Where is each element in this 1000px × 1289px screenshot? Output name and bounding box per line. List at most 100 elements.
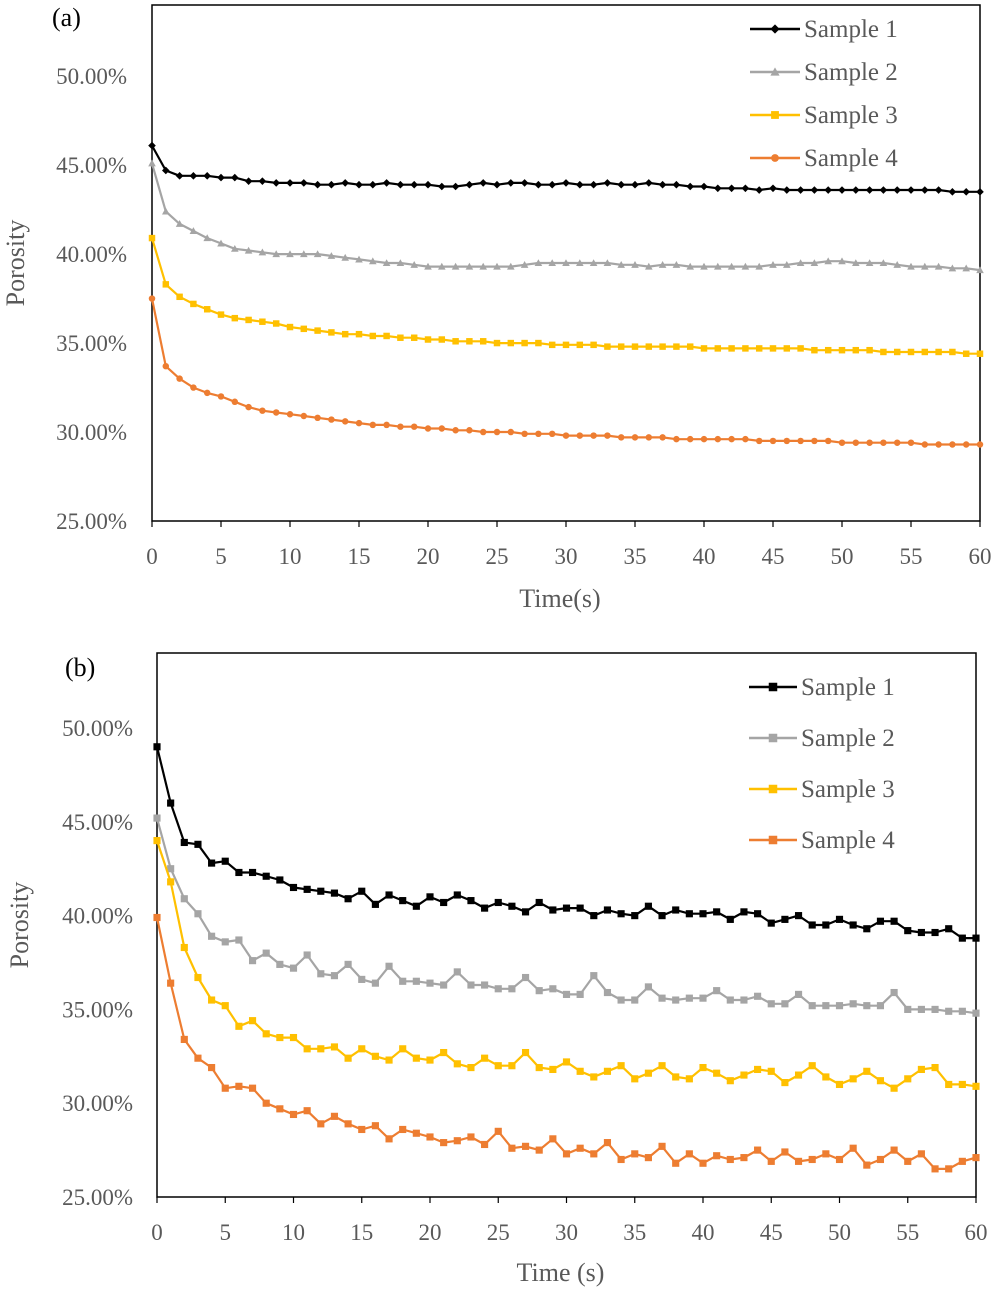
y-tick-label: 40.00% [62,904,133,929]
data-point [935,441,942,448]
data-point [728,435,735,443]
data-point [330,889,339,897]
data-point [931,1005,939,1013]
data-point [467,1063,475,1072]
data-point [740,908,748,916]
data-point [303,1045,311,1053]
data-point [849,1144,857,1152]
data-point [797,437,804,445]
data-point [272,409,280,416]
data-point [617,180,625,189]
data-point [754,910,762,918]
data-point [162,207,170,215]
data-point [603,988,612,997]
data-point [934,186,943,194]
legend-marker [771,154,779,162]
data-point [396,259,405,267]
data-point [808,1002,816,1010]
data-point [562,1058,571,1066]
data-point [535,987,543,995]
data-point [148,159,156,167]
data-point [426,893,434,901]
x-tick-label: 5 [220,1220,232,1245]
data-point [562,341,570,349]
data-point [822,1073,830,1081]
data-point [590,1150,598,1158]
data-point [549,985,557,993]
data-point [672,996,680,1004]
data-point [426,979,434,987]
data-point [382,179,391,187]
data-point [824,437,832,445]
data-point [176,293,183,301]
data-point [589,180,598,189]
data-point [341,253,349,261]
data-point [794,912,803,920]
data-point [948,188,957,196]
data-point [508,985,516,993]
data-point [945,1080,953,1089]
data-point [686,435,694,443]
data-point [659,434,666,441]
data-point [327,252,336,259]
data-point [453,1060,461,1068]
data-point [811,346,818,354]
y-tick-label: 25.00% [62,1185,133,1210]
data-point [494,1062,502,1070]
data-point [890,988,898,997]
data-point [217,239,225,247]
legend-marker [768,835,778,845]
data-point [153,814,161,822]
data-point [917,1150,925,1158]
x-tick-label: 45 [760,1220,783,1245]
data-point [303,951,311,959]
data-point [313,250,322,258]
data-point [208,859,216,867]
y-tick-label: 35.00% [56,331,127,356]
data-point [467,897,475,905]
data-point [410,180,418,189]
data-point [962,441,970,448]
data-point [726,915,734,923]
x-tick-label: 10 [279,544,302,569]
data-point [958,934,966,942]
data-point [300,325,308,333]
data-point [576,1144,584,1152]
data-point [399,977,407,985]
data-point [548,180,556,189]
data-point [494,985,502,993]
data-point [726,1077,734,1085]
y-tick-label: 50.00% [56,64,127,89]
legend-marker [770,67,780,76]
data-point [590,912,598,920]
panel-label: (a) [52,3,81,32]
data-point [672,260,681,268]
data-point [521,1048,530,1057]
data-point [180,895,188,903]
data-point [369,257,377,265]
data-point [548,259,556,267]
data-point [451,262,460,270]
data-point [890,1146,898,1154]
data-point [603,259,612,267]
data-point [203,172,211,180]
data-point [685,994,693,1002]
data-point [962,264,970,272]
data-point [303,885,311,893]
data-point [189,172,198,180]
data-point [262,872,270,880]
data-point [231,314,239,322]
data-point [244,246,253,254]
data-point [794,1157,803,1165]
data-point [713,987,721,995]
data-point [631,180,639,189]
data-point [440,981,448,989]
data-point [328,416,335,423]
data-point [467,981,475,989]
data-point [412,1129,420,1137]
chart-panel-a: 0 5 10 15 20 25 30 35 40 45 50 55 60 25.00% 30.00% 35.0… [1,3,992,613]
data-point [438,182,446,191]
data-point [355,255,363,263]
data-point [769,260,777,268]
data-point [286,411,294,418]
